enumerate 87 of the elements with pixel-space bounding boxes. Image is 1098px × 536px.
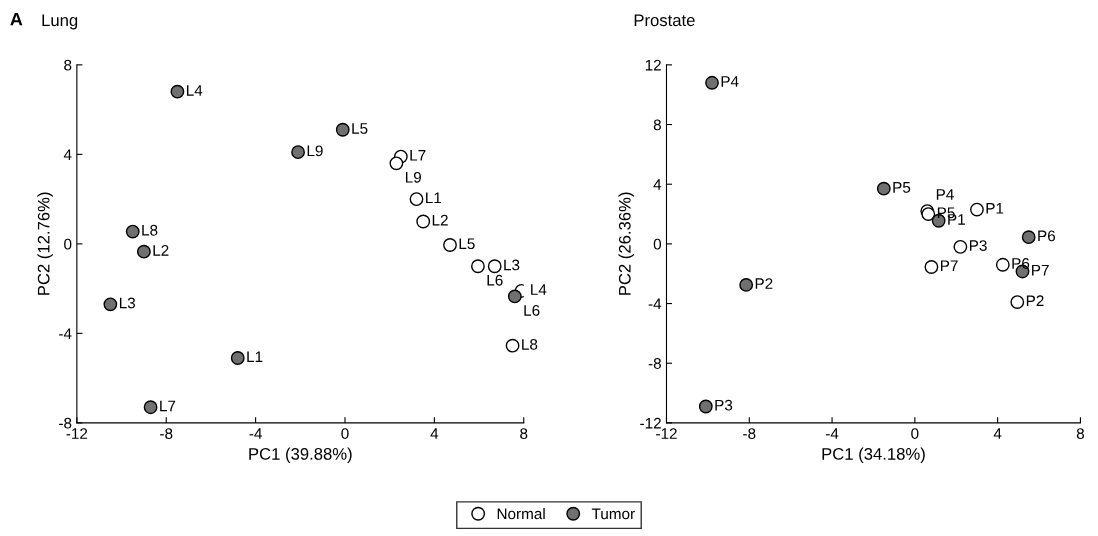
point bbox=[507, 289, 522, 304]
point bbox=[471, 259, 485, 274]
point bbox=[924, 260, 939, 274]
point bbox=[416, 214, 431, 229]
y-tick-label: 4 bbox=[653, 179, 662, 190]
point bbox=[739, 278, 754, 292]
y-tick-label: 0 bbox=[653, 238, 662, 250]
point bbox=[487, 259, 502, 274]
chart-title: Lung bbox=[42, 14, 78, 30]
point bbox=[443, 238, 457, 252]
data-label: P2 bbox=[1026, 295, 1044, 307]
data-label: L8 bbox=[522, 338, 538, 350]
x-tick-label: 4 bbox=[993, 428, 1002, 439]
point bbox=[170, 84, 185, 99]
y-tick-label: 12 bbox=[645, 59, 661, 71]
data-label: P3 bbox=[969, 240, 987, 251]
data-label: L6 bbox=[487, 274, 503, 286]
data-label: P6 bbox=[1012, 258, 1030, 269]
point bbox=[698, 399, 713, 414]
data-label: P4 bbox=[936, 189, 954, 200]
legend-label: Normal bbox=[497, 508, 545, 520]
x-tick-label: -4 bbox=[825, 428, 839, 439]
y-tick-label: 0 bbox=[64, 238, 72, 250]
x-tick-label: 8 bbox=[520, 428, 528, 439]
x-tick-label: 0 bbox=[341, 428, 349, 439]
data-label: P7 bbox=[1032, 264, 1049, 276]
data-label: L1 bbox=[247, 351, 263, 362]
point bbox=[1021, 230, 1036, 245]
data-label: L3 bbox=[119, 297, 136, 309]
chart-title: Prostate bbox=[634, 14, 695, 27]
y-tick-label: -12 bbox=[640, 417, 661, 429]
data-label: P5 bbox=[893, 182, 911, 193]
y-tick-label: 8 bbox=[64, 59, 72, 71]
y-tick-label: -4 bbox=[59, 328, 72, 339]
x-tick-label: 4 bbox=[430, 428, 439, 439]
data-label: L1 bbox=[426, 192, 442, 204]
point bbox=[335, 122, 350, 137]
y-tick-label: -8 bbox=[648, 358, 661, 369]
x-tick-label: 8 bbox=[1076, 428, 1085, 439]
point bbox=[389, 156, 404, 171]
data-label: P2 bbox=[755, 278, 773, 289]
legend-label: Tumor bbox=[591, 508, 635, 520]
point bbox=[136, 244, 151, 259]
data-label: L9 bbox=[405, 171, 421, 183]
data-label: L7 bbox=[410, 150, 426, 161]
point bbox=[505, 338, 520, 353]
data-label: L6 bbox=[524, 305, 540, 316]
data-label: P7 bbox=[941, 260, 958, 271]
point bbox=[230, 351, 245, 365]
data-label: P6 bbox=[1038, 230, 1056, 242]
data-label: L4 bbox=[531, 284, 547, 295]
data-label: L8 bbox=[142, 224, 158, 236]
x-axis-title: PC1 (39.88%) bbox=[249, 447, 352, 464]
y-axis-title: PC2 (12.76%) bbox=[37, 192, 53, 295]
point bbox=[876, 181, 891, 196]
x-tick-label: -8 bbox=[743, 428, 756, 439]
data-label: P3 bbox=[715, 399, 733, 411]
data-label: L7 bbox=[160, 400, 176, 412]
point bbox=[970, 202, 984, 217]
y-tick-label: 4 bbox=[63, 149, 72, 160]
data-label: L9 bbox=[307, 145, 323, 157]
point bbox=[995, 257, 1010, 272]
y-tick-label: -4 bbox=[648, 298, 662, 310]
data-label: P4 bbox=[721, 76, 739, 87]
x-axis-title: PC1 (34.18%) bbox=[822, 447, 925, 464]
y-axis-title: PC2 (26.36%) bbox=[618, 192, 634, 295]
point bbox=[409, 192, 424, 207]
y-tick-label: -8 bbox=[59, 417, 72, 429]
data-label: L2 bbox=[153, 244, 169, 256]
point bbox=[103, 297, 118, 312]
x-tick-label: -8 bbox=[160, 428, 173, 439]
point bbox=[143, 400, 158, 415]
text: A bbox=[10, 12, 23, 26]
data-label: L4 bbox=[187, 85, 203, 96]
data-label: L5 bbox=[352, 123, 368, 134]
data-label: L3 bbox=[504, 259, 520, 271]
data-label: L2 bbox=[432, 214, 448, 226]
point bbox=[125, 224, 140, 239]
point bbox=[1010, 295, 1025, 309]
point bbox=[291, 145, 305, 160]
x-tick-label: -4 bbox=[249, 428, 262, 439]
data-label: L5 bbox=[459, 238, 475, 250]
x-tick-label: 0 bbox=[911, 428, 919, 439]
data-label: P1 bbox=[986, 203, 1004, 214]
point bbox=[953, 239, 968, 254]
point bbox=[705, 75, 719, 90]
y-tick-label: 8 bbox=[653, 119, 661, 131]
